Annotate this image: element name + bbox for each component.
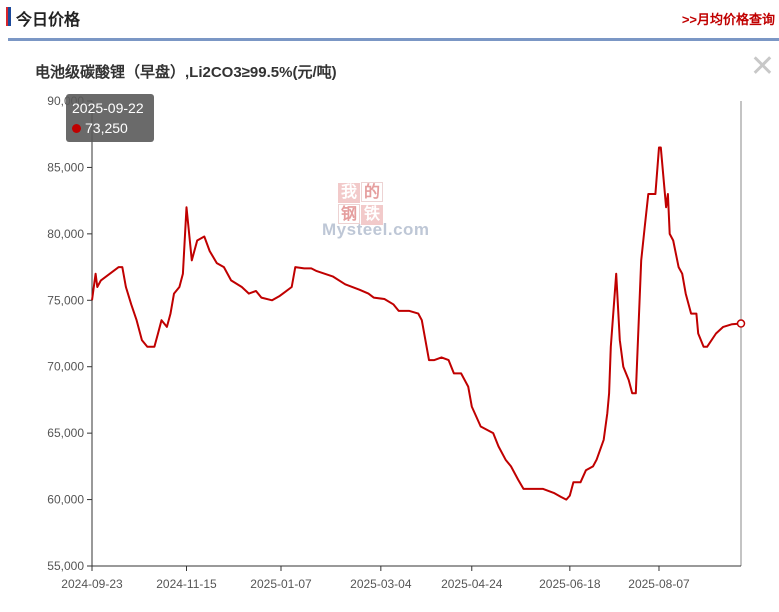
y-tick-label: 65,000 (47, 426, 84, 440)
x-tick-label: 2024-11-15 (156, 577, 217, 591)
watermark-text: Mysteel.com (322, 220, 430, 239)
y-axis: 55,000 60,000 65,000 70,000 75,000 80,000 85,0… (47, 94, 742, 573)
data-tooltip: 2025-09-22 73,250 (66, 94, 154, 142)
header-flag-icon (6, 7, 11, 26)
watermark-char: 的 (361, 182, 383, 202)
y-tick-label: 85,000 (47, 160, 84, 174)
x-tick-label: 2024-09-23 (61, 577, 123, 591)
tooltip-value: 73,250 (85, 120, 128, 136)
y-tick-label: 70,000 (47, 360, 84, 374)
watermark-char: 我 (338, 183, 360, 203)
series-dot-icon (72, 124, 81, 133)
monthly-price-query-link[interactable]: >>月均价格查询 (681, 12, 775, 27)
y-tick-label: 75,000 (47, 293, 84, 307)
x-tick-label: 2025-06-18 (539, 577, 601, 591)
x-axis: 2024-09-23 2024-11-15 2025-01-07 2025-03-04… (61, 565, 741, 591)
chart-title: 电池级碳酸锂（早盘）,Li2CO3≥99.5%(元/吨) (35, 64, 337, 81)
header-divider (8, 38, 779, 41)
page-header: 今日价格 >>月均价格查询 (0, 0, 779, 33)
close-icon[interactable]: ✕ (749, 50, 775, 83)
price-series-line (91, 146, 742, 501)
highlighted-point (736, 319, 746, 328)
x-tick-label: 2025-03-04 (350, 577, 412, 591)
plot-area (91, 146, 746, 501)
header-title: 今日价格 (16, 12, 81, 29)
watermark-char: 钢 (338, 204, 360, 224)
y-tick-label: 55,000 (47, 559, 84, 573)
watermark-char: 铁 (361, 205, 383, 225)
y-tick-label: 60,000 (47, 493, 84, 507)
x-tick-label: 2025-04-24 (441, 577, 503, 591)
x-tick-label: 2025-01-07 (250, 577, 312, 591)
y-tick-label: 80,000 (47, 227, 84, 241)
tooltip-date: 2025-09-22 (72, 100, 144, 116)
x-tick-label: 2025-08-07 (628, 577, 690, 591)
